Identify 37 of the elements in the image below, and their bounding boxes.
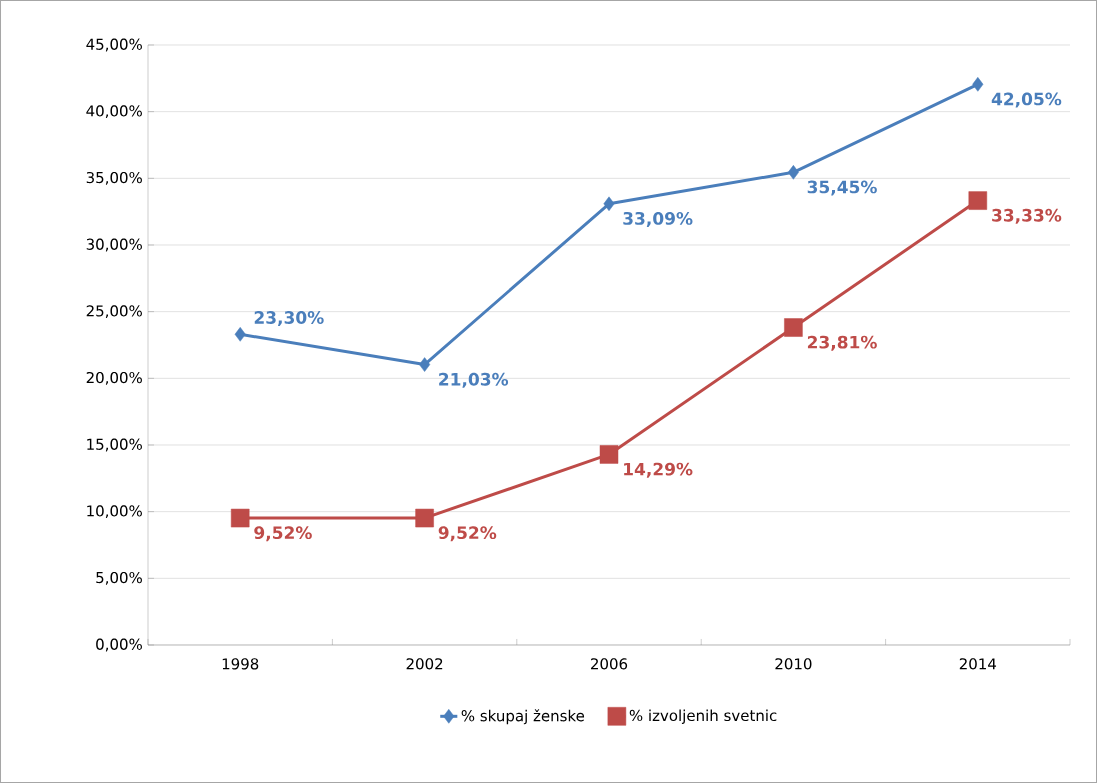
legend-label: % izvoljenih svetnic xyxy=(629,709,777,725)
point xyxy=(603,196,615,212)
y-tick-label: 25,00% xyxy=(86,305,142,319)
point xyxy=(419,357,431,372)
y-tick-label: 40,00% xyxy=(86,105,142,119)
x-tick-label: 2014 xyxy=(959,658,997,670)
point xyxy=(230,508,250,528)
data-label: 21,03% xyxy=(439,372,509,388)
y-tick-label: 0,00% xyxy=(96,638,142,652)
point xyxy=(972,77,984,92)
y-tick-label: 5,00% xyxy=(96,571,142,585)
point xyxy=(599,445,619,464)
x-tick-label: 2006 xyxy=(591,658,628,670)
data-label: 33,09% xyxy=(623,211,693,228)
point xyxy=(968,191,988,210)
data-label: 23,81% xyxy=(807,335,877,351)
point xyxy=(415,508,434,528)
y-tick-label: 10,00% xyxy=(87,505,142,519)
data-label: 9,52% xyxy=(254,526,312,542)
legend-label: % skupaj ženske xyxy=(461,709,585,725)
point xyxy=(784,318,803,337)
x-tick-label: 2010 xyxy=(775,658,812,670)
data-label: 35,45% xyxy=(807,180,877,196)
point xyxy=(787,165,799,180)
data-label: 23,30% xyxy=(254,311,324,327)
point xyxy=(234,327,246,342)
data-label: 42,05% xyxy=(991,92,1062,108)
x-tick-label: 2002 xyxy=(406,658,443,670)
data-label: 33,33% xyxy=(992,208,1062,224)
y-tick-label: 20,00% xyxy=(86,371,142,385)
data-label: 9,52% xyxy=(438,526,497,542)
y-tick-label: 15,00% xyxy=(87,438,142,452)
x-tick-label: 1998 xyxy=(222,658,259,670)
y-tick-label: 30,00% xyxy=(86,238,142,252)
y-tick-label: 45,00% xyxy=(86,38,142,52)
y-tick-label: 35,00% xyxy=(86,171,142,185)
data-label: 14,29% xyxy=(624,462,693,478)
